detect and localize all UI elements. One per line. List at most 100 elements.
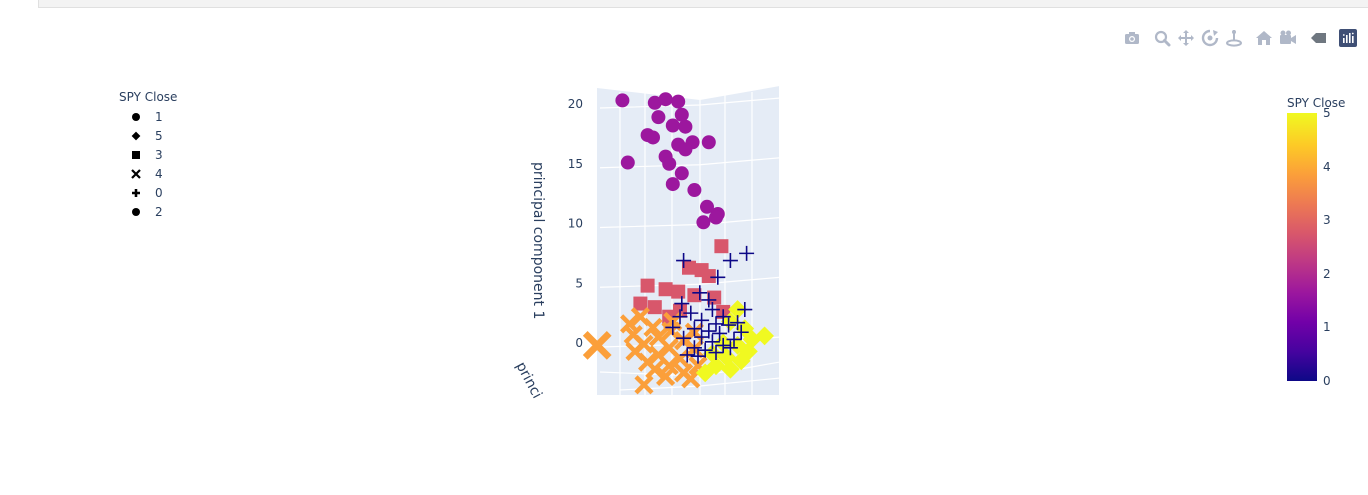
point-4[interactable] (659, 356, 679, 376)
home-button[interactable] (1252, 28, 1276, 48)
point-0[interactable] (690, 348, 706, 364)
point-2[interactable] (701, 135, 716, 150)
point-4[interactable] (684, 322, 704, 342)
point-0[interactable] (726, 331, 742, 347)
plotly-logo-button[interactable] (1336, 28, 1360, 48)
point-0[interactable] (694, 329, 710, 345)
camera-button[interactable] (1120, 28, 1144, 48)
point-4[interactable] (645, 359, 665, 379)
point-3[interactable] (671, 284, 686, 299)
point-0[interactable] (697, 342, 713, 358)
point-0[interactable] (679, 347, 695, 363)
point-0[interactable] (674, 296, 690, 312)
point-4[interactable] (688, 356, 708, 376)
point-4[interactable] (648, 327, 668, 347)
point-2[interactable] (678, 119, 693, 134)
pan-button[interactable] (1174, 28, 1198, 48)
point-2[interactable] (665, 177, 680, 192)
point-0[interactable] (676, 330, 692, 346)
point-4[interactable] (623, 325, 643, 345)
point-3[interactable] (640, 278, 655, 293)
point-3[interactable] (682, 260, 696, 275)
hover-spike-button[interactable] (1306, 28, 1330, 48)
point-3[interactable] (707, 290, 722, 305)
point-5[interactable] (755, 326, 774, 346)
point-2[interactable] (658, 92, 673, 107)
point-0[interactable] (676, 253, 692, 269)
point-4[interactable] (634, 334, 654, 354)
point-2[interactable] (615, 93, 630, 108)
point-4[interactable] (638, 352, 658, 372)
point-3[interactable] (694, 263, 709, 278)
point-5[interactable] (721, 359, 740, 379)
point-0[interactable] (665, 319, 681, 335)
point-3[interactable] (673, 303, 687, 318)
point-0[interactable] (722, 253, 738, 269)
point-4[interactable] (663, 311, 683, 332)
point-0[interactable] (672, 309, 688, 325)
point-0[interactable] (704, 302, 720, 318)
legend-item-0[interactable]: 0 (119, 183, 177, 202)
point-5[interactable] (695, 363, 715, 383)
point-2[interactable] (700, 199, 714, 214)
point-2[interactable] (674, 166, 689, 181)
point-0[interactable] (715, 309, 731, 325)
point-4[interactable] (681, 369, 701, 389)
point-5[interactable] (717, 347, 737, 367)
point-0[interactable] (730, 315, 746, 331)
point-2[interactable] (674, 107, 689, 122)
point-5[interactable] (739, 341, 758, 361)
camera-last-save-button[interactable] (1276, 28, 1300, 48)
point-3[interactable] (716, 304, 731, 319)
point-4[interactable] (670, 348, 690, 369)
point-0[interactable] (722, 340, 738, 356)
point-0[interactable] (701, 323, 717, 339)
point-2[interactable] (662, 156, 677, 171)
point-4[interactable] (620, 314, 640, 334)
point-4[interactable] (634, 375, 654, 395)
point-3[interactable] (714, 239, 729, 254)
point-2[interactable] (671, 137, 686, 152)
point-0[interactable] (701, 292, 717, 308)
point-0[interactable] (721, 317, 737, 333)
point-5[interactable] (706, 356, 726, 376)
turntable-rotation-button[interactable] (1222, 28, 1246, 48)
point-2[interactable] (710, 206, 725, 221)
point-3[interactable] (662, 309, 677, 324)
point-2[interactable] (658, 149, 673, 164)
point-4[interactable] (582, 331, 612, 360)
legend-item-5[interactable]: 5 (119, 126, 177, 145)
point-5[interactable] (735, 319, 755, 339)
legend-item-3[interactable]: 3 (119, 145, 177, 164)
legend-item-4[interactable]: 4 (119, 164, 177, 183)
point-5[interactable] (721, 312, 740, 331)
point-5[interactable] (728, 300, 747, 319)
point-0[interactable] (737, 302, 753, 318)
point-0[interactable] (692, 285, 708, 301)
point-4[interactable] (648, 345, 668, 365)
point-2[interactable] (696, 215, 711, 230)
legend-item-1[interactable]: 1 (119, 107, 177, 126)
point-5[interactable] (731, 351, 751, 371)
point-0[interactable] (686, 321, 702, 337)
point-4[interactable] (659, 338, 679, 358)
point-4[interactable] (684, 339, 704, 359)
legend-item-2[interactable]: 2 (119, 202, 177, 221)
point-4[interactable] (674, 331, 694, 351)
point-0[interactable] (694, 312, 710, 328)
point-2[interactable] (620, 155, 635, 170)
point-0[interactable] (733, 324, 749, 340)
point-0[interactable] (683, 305, 699, 321)
point-3[interactable] (647, 300, 662, 315)
point-0[interactable] (704, 334, 720, 350)
point-0[interactable] (708, 345, 724, 361)
zoom-button[interactable] (1150, 28, 1174, 48)
point-2[interactable] (665, 118, 680, 133)
point-2[interactable] (640, 128, 655, 143)
point-2[interactable] (678, 142, 693, 157)
point-2[interactable] (685, 135, 700, 150)
point-0[interactable] (739, 245, 755, 261)
point-2[interactable] (687, 183, 702, 198)
point-0[interactable] (715, 337, 731, 353)
point-5[interactable] (742, 330, 762, 349)
